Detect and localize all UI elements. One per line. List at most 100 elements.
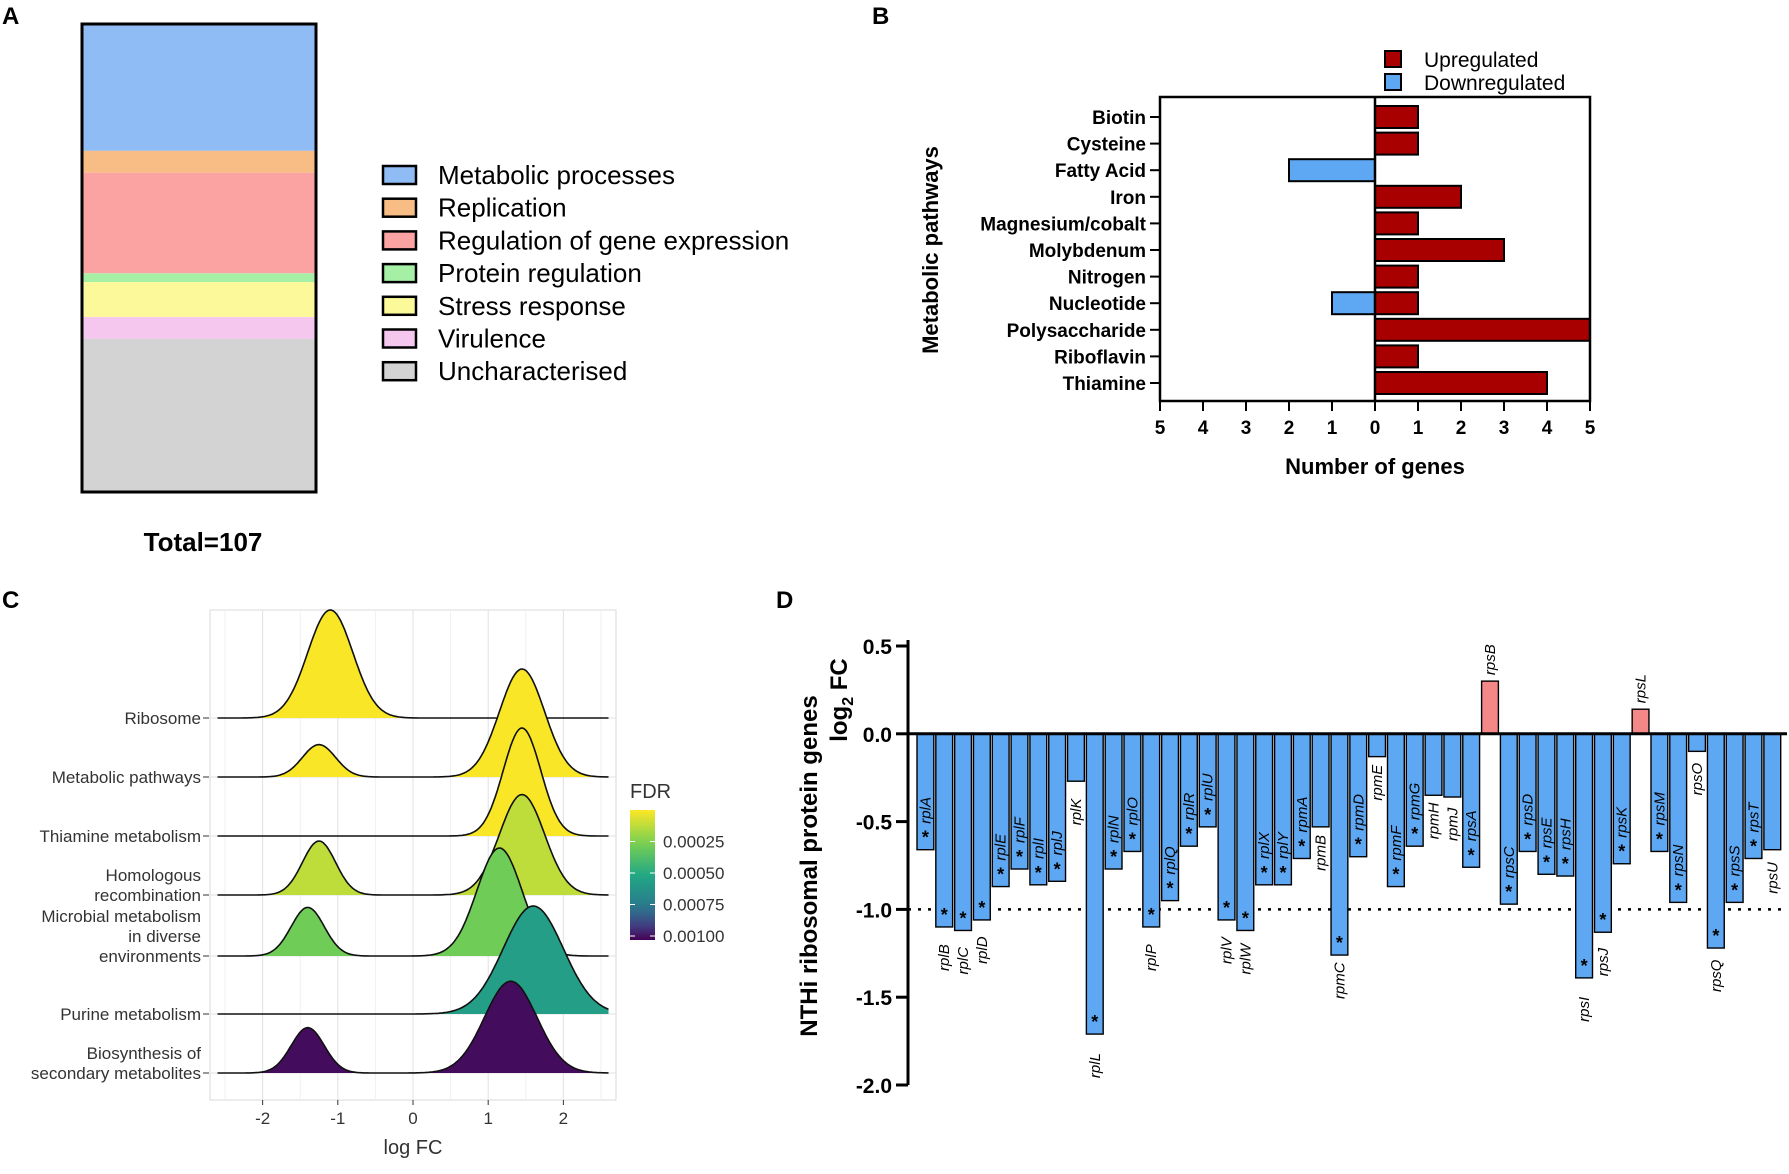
gene-label: rpsH xyxy=(1557,818,1574,850)
significance-star: * xyxy=(1223,898,1230,918)
gene-label: rplL xyxy=(1087,1053,1104,1078)
y-tick-label: -2.0 xyxy=(856,1075,892,1098)
bar-downregulated xyxy=(1331,291,1376,316)
panel-letter-a: A xyxy=(2,3,19,30)
gene-label: rpsM xyxy=(1651,792,1668,826)
significance-star: * xyxy=(1675,880,1682,900)
segment-6 xyxy=(82,317,316,339)
bar-rplL xyxy=(1085,733,1104,1035)
legend-label: Metabolic processes xyxy=(438,160,675,190)
gene-label: rpmB xyxy=(1313,835,1330,871)
legend-label: Uncharacterised xyxy=(438,356,627,386)
legend-label: Stress response xyxy=(438,291,626,321)
x-tick-label: 1 xyxy=(483,1109,492,1128)
y-axis-title: NTHi ribosomal protein genes xyxy=(796,695,823,1036)
significance-star: * xyxy=(1298,836,1305,856)
x-tick-label: 4 xyxy=(1542,418,1553,439)
significance-star: * xyxy=(960,908,967,928)
bar-upregulated xyxy=(1374,371,1548,395)
gene-label: rplP xyxy=(1143,944,1160,971)
bar-rpsU xyxy=(1763,733,1782,851)
category-label: Riboflavin xyxy=(1054,347,1146,368)
ridge-label: environments xyxy=(99,947,201,966)
ridge-label: Purine metabolism xyxy=(60,1005,201,1024)
x-axis-title: Number of genes xyxy=(1285,454,1465,479)
significance-star: * xyxy=(1712,926,1719,946)
gene-label: rplI xyxy=(1030,838,1047,859)
bar-rpsJ xyxy=(1593,733,1613,933)
gene-label: rpsB xyxy=(1482,644,1499,675)
significance-star: * xyxy=(1261,863,1268,883)
colorbar-label: 0.00025 xyxy=(663,833,724,852)
gene-label: rpsD xyxy=(1520,794,1537,826)
significance-star: * xyxy=(1750,836,1757,856)
x-tick-label: -2 xyxy=(255,1109,270,1128)
gene-label: rpsU xyxy=(1764,862,1781,894)
panel-c-ridgeline-chart: Ribosome Metabolic pathways Thiamine metab… xyxy=(31,609,724,1159)
bar-upregulated xyxy=(1374,344,1419,369)
x-tick-label: -1 xyxy=(330,1109,345,1128)
ridge-label: secondary metabolites xyxy=(31,1064,201,1083)
gene-label: rplU xyxy=(1200,773,1217,801)
significance-star: * xyxy=(997,865,1004,885)
category-label: Molybdenum xyxy=(1029,241,1146,262)
legend-swatch xyxy=(381,295,418,317)
bar-rpsL xyxy=(1631,708,1650,735)
y-tick-label: 0.5 xyxy=(863,636,893,659)
gene-label: rpsE xyxy=(1538,816,1555,848)
significance-star: * xyxy=(1562,854,1569,874)
segment-4 xyxy=(82,273,316,283)
significance-star: * xyxy=(1129,829,1136,849)
legend-swatch xyxy=(381,360,418,382)
category-label: Magnesium/cobalt xyxy=(980,214,1146,235)
legend-label: Regulation of gene expression xyxy=(438,225,789,255)
gene-label: rpsN xyxy=(1670,845,1687,877)
bar-upregulated xyxy=(1374,238,1505,262)
ridge-outline xyxy=(217,727,609,837)
fdr-colorbar xyxy=(630,810,655,940)
ridge-label: Metabolic pathways xyxy=(52,768,201,787)
bar-upregulated xyxy=(1374,211,1419,236)
bar-rplV xyxy=(1217,733,1236,921)
ridge-outline xyxy=(217,980,609,1074)
gene-label: rpmJ xyxy=(1444,807,1461,841)
bar-rpsO xyxy=(1687,733,1707,753)
significance-star: * xyxy=(1035,863,1042,883)
bar-rpmC xyxy=(1330,733,1349,956)
significance-star: * xyxy=(1054,859,1061,879)
bar-upregulated xyxy=(1374,317,1591,342)
significance-star: * xyxy=(1110,847,1117,867)
bar-rpsI xyxy=(1574,733,1594,979)
panel-a-stacked-bar: Metabolic processesReplicationRegulation… xyxy=(80,22,789,494)
gene-label: rpsS xyxy=(1727,846,1744,877)
significance-star: * xyxy=(1581,956,1588,976)
segment-3 xyxy=(82,172,316,274)
gene-label: rpmC xyxy=(1331,962,1348,999)
ridge-area xyxy=(217,981,609,1073)
legend-label: Protein regulation xyxy=(438,258,642,288)
category-label: Fatty Acid xyxy=(1055,161,1146,182)
bar-rplD xyxy=(972,733,991,921)
significance-star: * xyxy=(978,898,985,918)
gene-label: rplR xyxy=(1181,793,1198,821)
panel-letter-d: D xyxy=(776,587,793,614)
bar-rplB xyxy=(935,733,954,928)
legend-title: FDR xyxy=(630,781,671,803)
x-axis-title: log FC xyxy=(384,1137,443,1159)
bar-downregulated xyxy=(1288,158,1376,183)
significance-star: * xyxy=(1656,829,1663,849)
x-tick-label: 2 xyxy=(559,1109,568,1128)
gene-label: rpmE xyxy=(1369,764,1386,801)
colorbar-label: 0.00100 xyxy=(663,927,724,946)
gene-label: rplW xyxy=(1237,942,1254,975)
ridge-outline xyxy=(217,793,609,896)
gene-label: rpsA xyxy=(1463,810,1480,841)
bar-upregulated xyxy=(1374,105,1419,129)
significance-star: * xyxy=(1167,879,1174,899)
bar-rplP xyxy=(1142,733,1161,928)
significance-star: * xyxy=(1543,852,1550,872)
legend-label: Virulence xyxy=(438,324,546,354)
gene-label: rpsO xyxy=(1689,763,1706,796)
gene-label: rpmD xyxy=(1350,794,1367,831)
gene-label: rplE xyxy=(993,833,1010,861)
